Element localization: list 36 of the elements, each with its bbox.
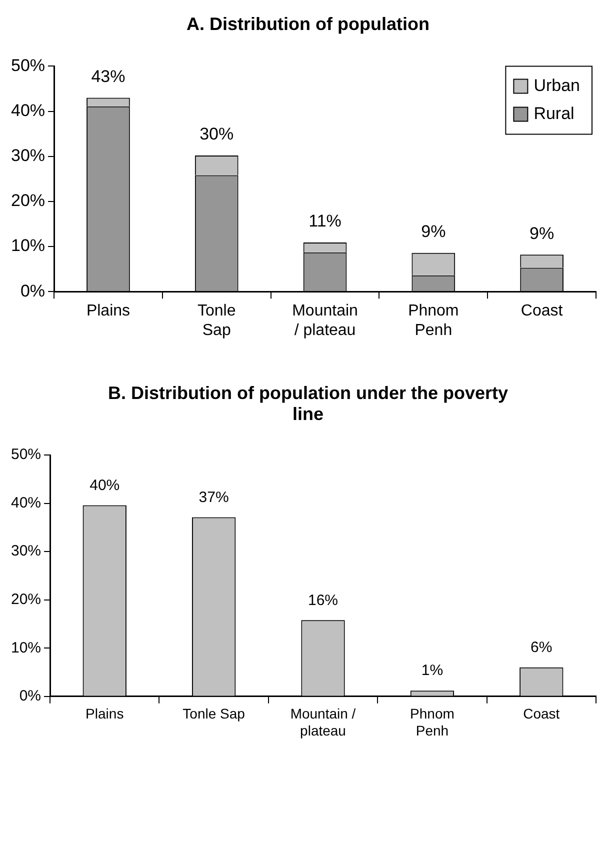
data-label: 16% bbox=[308, 592, 338, 609]
x-tick-label: Mountain / plateau bbox=[290, 706, 356, 738]
total-label: 43% bbox=[91, 66, 126, 86]
data-label: 1% bbox=[421, 662, 444, 680]
total-label: 11% bbox=[308, 212, 342, 231]
chart-title: A. Distribution of population bbox=[186, 14, 430, 35]
y-tick-label: 40% bbox=[10, 494, 42, 512]
y-tick-label: 50% bbox=[10, 56, 46, 75]
x-tick-label: Phnom Penh bbox=[408, 302, 459, 339]
x-tick-label: Coast bbox=[523, 706, 560, 722]
data-label: 37% bbox=[198, 488, 229, 506]
legend-label: Rural bbox=[534, 104, 574, 123]
total-label: 9% bbox=[421, 222, 446, 242]
total-label: 30% bbox=[200, 124, 234, 144]
y-tick-label: 30% bbox=[10, 542, 42, 560]
y-tick-label: 20% bbox=[10, 191, 46, 210]
chart-title: B. Distribution of population under the poverty line bbox=[107, 383, 509, 425]
x-tick-label: Coast bbox=[520, 302, 564, 320]
data-label: 40% bbox=[90, 476, 120, 494]
x-tick-label: Tonle Sap bbox=[182, 706, 246, 722]
x-tick-label: Plains bbox=[86, 706, 124, 722]
y-tick-label: 10% bbox=[10, 236, 46, 256]
x-tick-label: Tonle Sap bbox=[197, 302, 236, 339]
x-tick-label: Plains bbox=[86, 302, 130, 320]
data-label: 6% bbox=[530, 639, 552, 656]
y-tick-label: 0% bbox=[19, 688, 42, 705]
y-tick-label: 10% bbox=[10, 639, 42, 656]
y-tick-label: 30% bbox=[10, 146, 46, 166]
y-tick-label: 40% bbox=[10, 100, 46, 120]
y-tick-label: 0% bbox=[20, 281, 46, 300]
legend-label: Urban bbox=[534, 76, 580, 95]
y-tick-label: 20% bbox=[10, 590, 42, 608]
y-tick-label: 50% bbox=[10, 446, 42, 464]
total-label: 9% bbox=[530, 224, 554, 243]
x-tick-label: Phnom Penh bbox=[410, 706, 454, 738]
x-tick-label: Mountain / plateau bbox=[292, 302, 358, 339]
